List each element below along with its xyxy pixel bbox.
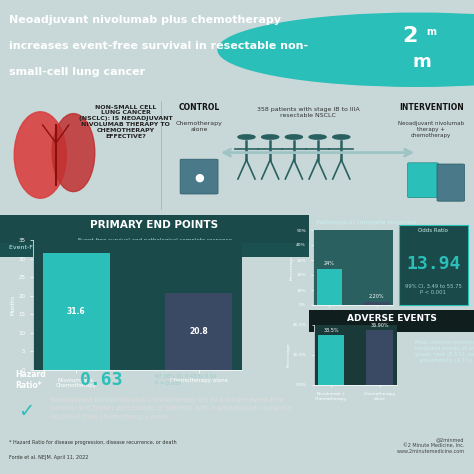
Text: Neoadjuvant nivolumab plus chemotherapy led to a longer event-free
survival and : Neoadjuvant nivolumab plus chemotherapy … <box>50 397 292 420</box>
Text: 24%: 24% <box>324 261 335 266</box>
Circle shape <box>238 135 255 139</box>
Text: INTERVENTION: INTERVENTION <box>399 103 464 112</box>
Text: Neoadjuvant nivolumab
therapy +
chemotherapy: Neoadjuvant nivolumab therapy + chemothe… <box>398 121 465 138</box>
Text: ●: ● <box>194 173 204 183</box>
Text: Pathological complete response: Pathological complete response <box>316 220 416 225</box>
Text: m: m <box>426 27 437 37</box>
Text: 97.38% CI, 0.43 to 0.91
P = 0.005: 97.38% CI, 0.43 to 0.91 P = 0.005 <box>155 374 216 386</box>
FancyBboxPatch shape <box>309 310 474 332</box>
Text: 31.6: 31.6 <box>67 307 86 316</box>
Bar <box>366 329 393 385</box>
Text: * Hazard Ratio for disease progression, disease recurrence, or death: * Hazard Ratio for disease progression, … <box>9 440 177 445</box>
FancyBboxPatch shape <box>0 215 309 243</box>
Ellipse shape <box>52 114 95 191</box>
Text: Forde et al. NEJM. April 11, 2022: Forde et al. NEJM. April 11, 2022 <box>9 456 89 460</box>
Text: NON-SMALL CELL
LUNG CANCER
(NSCLC): IS NEOADJUVANT
NIVOLUMAB THERAPY TO
CHEMOTHE: NON-SMALL CELL LUNG CANCER (NSCLC): IS N… <box>79 105 173 138</box>
Y-axis label: Percentage: Percentage <box>289 255 293 280</box>
Circle shape <box>285 135 302 139</box>
Text: Odds Ratio: Odds Ratio <box>418 228 448 233</box>
Circle shape <box>309 135 326 139</box>
Text: small-cell lung cancer: small-cell lung cancer <box>9 67 146 77</box>
Text: ADVERSE EVENTS: ADVERSE EVENTS <box>346 314 437 323</box>
Text: Chemotherapy
alone: Chemotherapy alone <box>176 121 222 132</box>
FancyBboxPatch shape <box>437 164 465 201</box>
Text: increases event-free survival in resectable non-: increases event-free survival in resecta… <box>9 41 309 51</box>
Bar <box>43 253 110 370</box>
FancyBboxPatch shape <box>0 243 309 257</box>
Text: 13.94: 13.94 <box>406 255 460 273</box>
Text: Event-Free Survival: Event-Free Survival <box>9 245 70 250</box>
Circle shape <box>333 135 350 139</box>
Text: 2: 2 <box>402 26 418 46</box>
Text: 20.8: 20.8 <box>189 327 208 336</box>
Bar <box>364 301 390 305</box>
Bar <box>317 269 343 305</box>
Text: Most common immune-
mediated events of any
grade: rash (8.5%), and
pneumonitis (: Most common immune- mediated events of a… <box>415 340 474 363</box>
Circle shape <box>218 13 474 86</box>
Bar <box>318 335 344 385</box>
Text: Neoadjuvant nivolumab plus chemotherapy: Neoadjuvant nivolumab plus chemotherapy <box>9 15 282 25</box>
Y-axis label: Months: Months <box>11 295 16 315</box>
Bar <box>165 293 232 370</box>
Text: Event-free survival and pathological complete response: Event-free survival and pathological com… <box>78 238 231 243</box>
Text: @2minmed
©2 Minute Medicine, Inc.
www.2minutemedicine.com: @2minmed ©2 Minute Medicine, Inc. www.2m… <box>396 437 465 454</box>
Circle shape <box>262 135 279 139</box>
Text: PRIMARY END POINTS: PRIMARY END POINTS <box>91 220 219 230</box>
Text: ✓: ✓ <box>18 402 34 421</box>
Text: 33.5%: 33.5% <box>323 328 339 333</box>
FancyBboxPatch shape <box>180 159 218 194</box>
Text: m: m <box>412 53 431 71</box>
Text: CONTROL: CONTROL <box>178 103 220 112</box>
Text: 0.63: 0.63 <box>81 371 124 389</box>
Ellipse shape <box>14 112 66 198</box>
FancyBboxPatch shape <box>399 226 468 305</box>
Text: 36.90%: 36.90% <box>370 323 389 328</box>
Text: Grade 3 or 4: Grade 3 or 4 <box>314 334 349 339</box>
Text: Hazard
Ratio*: Hazard Ratio* <box>16 370 46 390</box>
Text: 358 patients with stage IB to IIIA
resectable NSCLC: 358 patients with stage IB to IIIA resec… <box>257 107 359 118</box>
Text: 2.20%: 2.20% <box>369 294 384 299</box>
Y-axis label: Percentage: Percentage <box>286 343 290 367</box>
Text: 99% CI, 3.49 to 55.75
P < 0.001: 99% CI, 3.49 to 55.75 P < 0.001 <box>405 284 462 295</box>
FancyBboxPatch shape <box>408 163 438 198</box>
